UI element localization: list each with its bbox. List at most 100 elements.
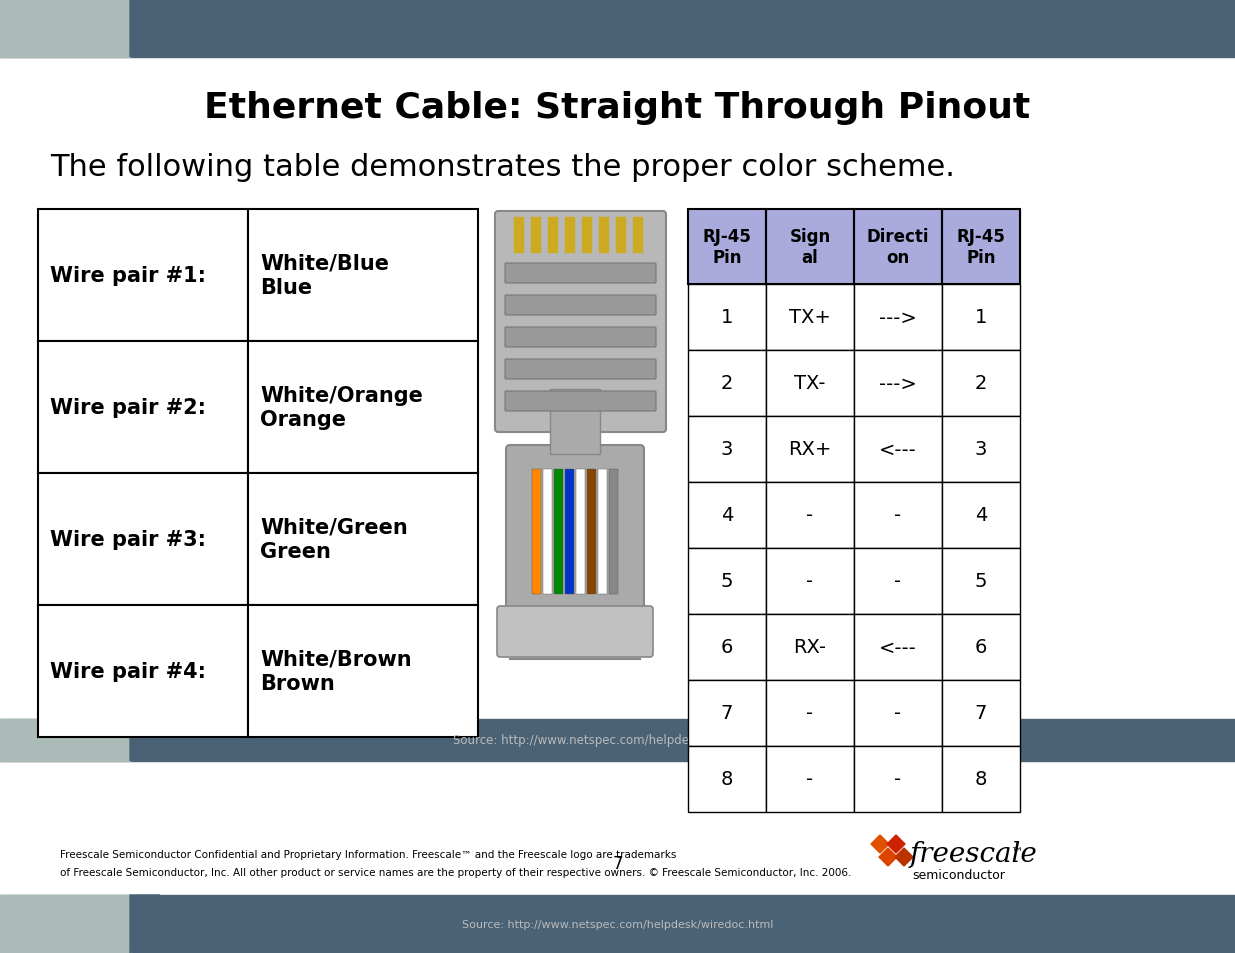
- Bar: [38, 474, 248, 605]
- Bar: [853, 210, 942, 285]
- Bar: [853, 482, 942, 548]
- Bar: [942, 210, 1020, 285]
- Text: -: -: [806, 572, 814, 591]
- FancyBboxPatch shape: [505, 264, 656, 284]
- Text: -: -: [894, 770, 902, 789]
- Text: White/Orange
Orange: White/Orange Orange: [261, 385, 422, 430]
- Text: 7: 7: [721, 703, 734, 722]
- Bar: [853, 615, 942, 680]
- Polygon shape: [871, 835, 889, 853]
- Bar: [564, 470, 574, 595]
- Bar: [532, 470, 541, 595]
- Polygon shape: [887, 835, 905, 853]
- Text: -: -: [806, 770, 814, 789]
- Bar: [688, 746, 766, 812]
- Text: <---: <---: [879, 638, 916, 657]
- Bar: [688, 482, 766, 548]
- Text: -: -: [894, 506, 902, 525]
- Text: Source: http://www.netspec.com/helpdesk/wiredoc.html: Source: http://www.netspec.com/helpdesk/…: [462, 919, 773, 929]
- FancyBboxPatch shape: [506, 446, 643, 618]
- Text: -: -: [806, 506, 814, 525]
- Bar: [688, 548, 766, 615]
- Bar: [688, 351, 766, 416]
- Text: --->: --->: [879, 308, 916, 327]
- Text: RX-: RX-: [794, 638, 826, 657]
- Bar: [766, 210, 853, 285]
- Polygon shape: [130, 0, 161, 58]
- Bar: [248, 474, 478, 605]
- Bar: [616, 218, 625, 253]
- Text: semiconductor: semiconductor: [911, 868, 1005, 882]
- Text: 4: 4: [721, 506, 734, 525]
- Bar: [766, 285, 853, 351]
- Bar: [0, 895, 130, 953]
- Text: 3: 3: [974, 440, 987, 459]
- Bar: [38, 341, 248, 474]
- Bar: [587, 470, 597, 595]
- Text: 1: 1: [974, 308, 987, 327]
- Bar: [688, 285, 766, 351]
- Bar: [942, 746, 1020, 812]
- Bar: [248, 210, 478, 341]
- Bar: [599, 218, 608, 253]
- Text: 6: 6: [974, 638, 987, 657]
- Bar: [564, 218, 574, 253]
- Text: Wire pair #4:: Wire pair #4:: [49, 661, 206, 681]
- Text: 7: 7: [974, 703, 987, 722]
- Text: 3: 3: [721, 440, 734, 459]
- FancyBboxPatch shape: [495, 212, 666, 433]
- Bar: [598, 470, 606, 595]
- Text: -: -: [806, 703, 814, 722]
- Text: Sign
al: Sign al: [789, 228, 831, 267]
- Text: TX+: TX+: [789, 308, 831, 327]
- FancyBboxPatch shape: [496, 606, 653, 658]
- Bar: [853, 548, 942, 615]
- Bar: [531, 218, 540, 253]
- Bar: [942, 548, 1020, 615]
- Text: 5: 5: [974, 572, 987, 591]
- Text: 4: 4: [974, 506, 987, 525]
- Bar: [0, 0, 130, 58]
- Bar: [766, 416, 853, 482]
- Bar: [576, 470, 585, 595]
- Polygon shape: [130, 895, 161, 953]
- Polygon shape: [130, 720, 161, 761]
- Text: Wire pair #3:: Wire pair #3:: [49, 530, 206, 550]
- Bar: [609, 470, 618, 595]
- Text: Ethernet Cable: Straight Through Pinout: Ethernet Cable: Straight Through Pinout: [204, 91, 1031, 125]
- Bar: [853, 351, 942, 416]
- Bar: [942, 615, 1020, 680]
- Text: Wire pair #2:: Wire pair #2:: [49, 397, 206, 417]
- Bar: [0, 720, 130, 761]
- Bar: [853, 416, 942, 482]
- Bar: [548, 218, 557, 253]
- Bar: [555, 470, 563, 595]
- Text: of Freescale Semiconductor, Inc. All other product or service names are the prop: of Freescale Semiconductor, Inc. All oth…: [61, 867, 851, 877]
- Bar: [514, 218, 522, 253]
- Bar: [688, 615, 766, 680]
- Text: -: -: [894, 572, 902, 591]
- Text: RX+: RX+: [788, 440, 831, 459]
- Bar: [853, 746, 942, 812]
- Text: RJ-45
Pin: RJ-45 Pin: [957, 228, 1005, 267]
- Bar: [766, 351, 853, 416]
- Bar: [766, 680, 853, 746]
- FancyBboxPatch shape: [505, 328, 656, 348]
- Bar: [634, 218, 642, 253]
- FancyBboxPatch shape: [505, 392, 656, 412]
- Bar: [688, 210, 766, 285]
- Text: 2: 2: [974, 375, 987, 393]
- Bar: [248, 605, 478, 738]
- Text: RJ-45
Pin: RJ-45 Pin: [703, 228, 751, 267]
- Bar: [766, 548, 853, 615]
- Text: Source: http://www.netspec.com/helpdesk/wiredoc.html: Source: http://www.netspec.com/helpdesk/…: [452, 734, 783, 747]
- Bar: [0, 0, 1235, 58]
- Text: Directi
on: Directi on: [867, 228, 929, 267]
- Text: White/Blue
Blue: White/Blue Blue: [261, 253, 389, 298]
- Text: freescale: freescale: [910, 841, 1037, 867]
- Text: 2: 2: [721, 375, 734, 393]
- Bar: [38, 210, 248, 341]
- Bar: [853, 680, 942, 746]
- Bar: [766, 615, 853, 680]
- Text: TX-: TX-: [794, 375, 826, 393]
